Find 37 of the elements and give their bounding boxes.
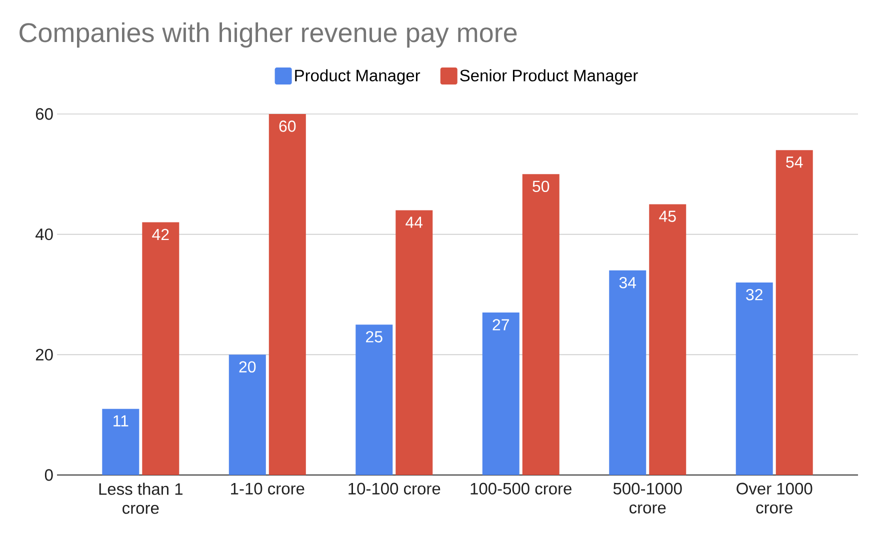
y-tick-label: 0 [44, 469, 53, 481]
bar [396, 210, 433, 475]
data-label: 42 [152, 228, 169, 240]
y-tick-label: 60 [36, 108, 53, 120]
bar [649, 204, 686, 475]
bar [142, 222, 180, 475]
data-label: 32 [746, 289, 762, 300]
data-label: 45 [659, 210, 676, 222]
bar [482, 312, 520, 475]
data-label: 25 [366, 331, 382, 342]
x-tick-label: 1-10 crore [231, 482, 304, 494]
bar [776, 150, 813, 475]
bar [228, 354, 266, 475]
chart-title: Companies with higher revenue pay more [20, 22, 517, 48]
data-label: 60 [279, 120, 296, 132]
data-label: 27 [492, 319, 509, 330]
x-tick-label: 10-100 crore [348, 482, 440, 494]
bar [609, 270, 646, 475]
x-tick-label: 100-500 crore [470, 482, 572, 494]
x-tick-label: Less than 1 crore [99, 482, 182, 514]
data-label: 50 [532, 180, 550, 192]
x-tick-label: Over 1000 crore [736, 482, 812, 514]
data-label: 11 [114, 415, 128, 426]
data-label: 20 [239, 361, 256, 373]
bar [268, 114, 306, 475]
y-tick-label: 20 [36, 348, 53, 361]
bar [102, 408, 140, 475]
data-label: 34 [619, 276, 636, 288]
bar [356, 324, 393, 475]
bar [736, 282, 773, 475]
legend-label: Senior Product Manager [460, 69, 638, 85]
y-tick-label: 40 [35, 228, 53, 240]
legend-label: Product Manager [295, 69, 420, 85]
data-label: 44 [406, 216, 423, 228]
bar [522, 174, 560, 475]
x-tick-label: 500-1000 crore [613, 482, 682, 514]
data-label: 54 [786, 156, 803, 168]
